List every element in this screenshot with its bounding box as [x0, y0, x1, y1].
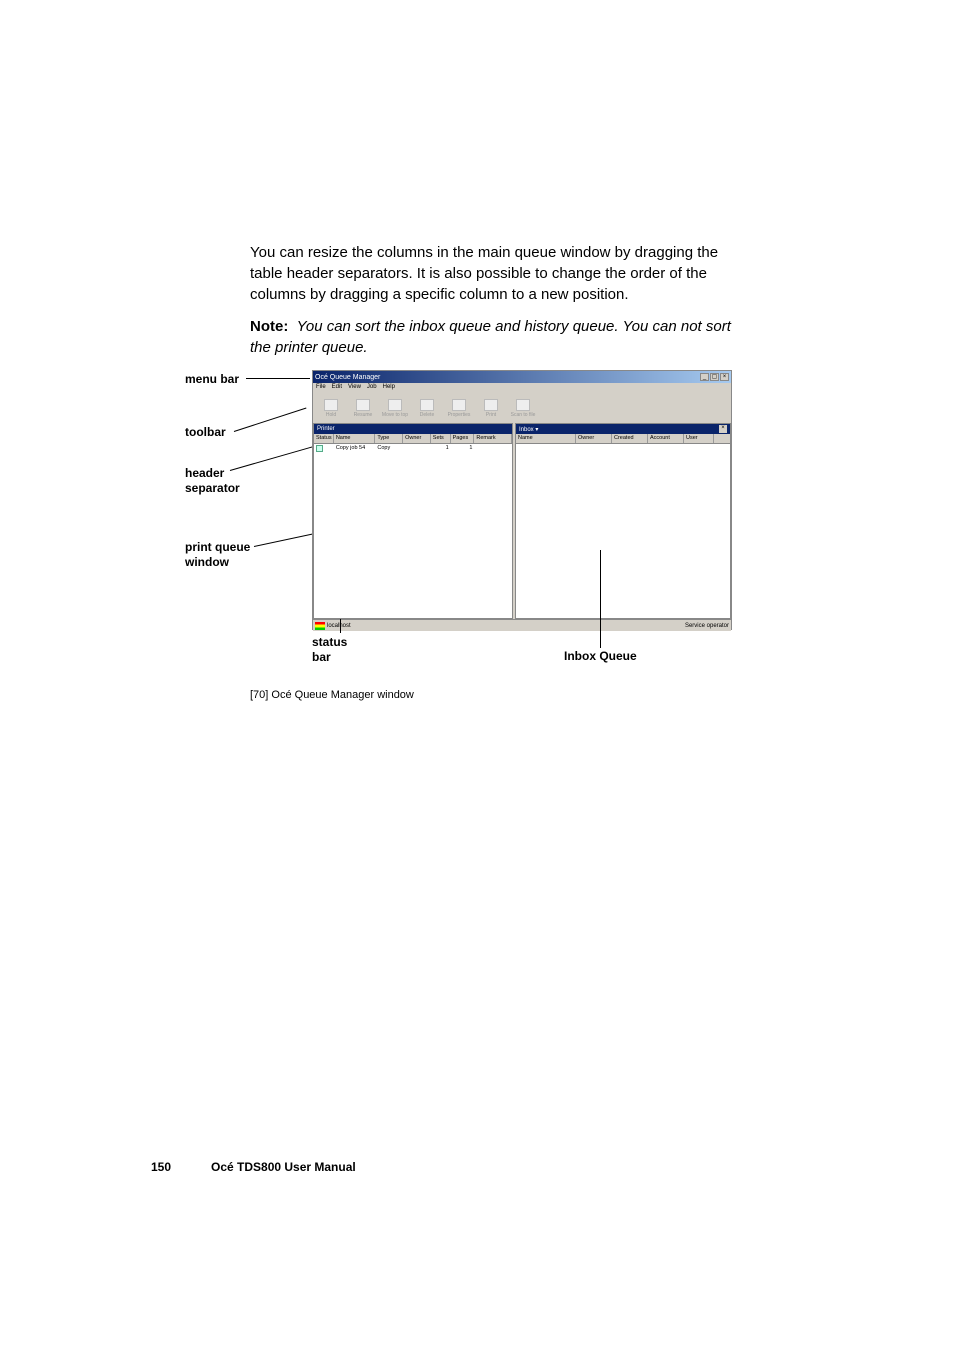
col-created[interactable]: Created: [612, 434, 648, 443]
panes: Printer Status Name Type Owner Sets Page…: [313, 423, 731, 619]
toolbar-print-button[interactable]: Print: [477, 395, 505, 421]
body-paragraph: You can resize the columns in the main q…: [250, 242, 740, 305]
toolbar-label: Properties: [448, 412, 471, 418]
inbox-pane-title: Inbox ▾ ×: [516, 424, 730, 434]
app-window: Océ Queue Manager _ ▢ × File Edit View J…: [312, 370, 732, 630]
col-sets[interactable]: Sets: [431, 434, 451, 443]
status-host: localhost: [327, 623, 351, 629]
resume-icon: [356, 399, 370, 411]
properties-icon: [452, 399, 466, 411]
toolbar-label: Scan to file: [511, 412, 536, 418]
note-text-content: You can sort the inbox queue and history…: [250, 318, 731, 356]
toolbar: Hold Resume Move to top Delete Propertie…: [313, 393, 731, 423]
toolbar-label: Delete: [420, 412, 434, 418]
movetop-icon: [388, 399, 402, 411]
callout-line: [234, 408, 307, 432]
callout-header-sep-l1: header: [185, 466, 224, 480]
footer-title: Océ TDS800 User Manual: [211, 1160, 356, 1174]
status-left: localhost: [315, 622, 351, 630]
close-button[interactable]: ×: [720, 373, 729, 381]
callout-line: [246, 378, 310, 379]
pane-close-button[interactable]: ×: [719, 425, 727, 433]
menu-bar[interactable]: File Edit View Job Help: [313, 383, 731, 393]
printer-column-headers[interactable]: Status Name Type Owner Sets Pages Remark: [314, 434, 512, 444]
cell-status: [314, 444, 334, 454]
app-title: Océ Queue Manager: [315, 374, 380, 381]
callout-inbox-queue: Inbox Queue: [564, 649, 637, 663]
cell-remark: [474, 444, 512, 454]
col-owner[interactable]: Owner: [403, 434, 431, 443]
menu-edit[interactable]: Edit: [332, 384, 342, 392]
job-icon: [316, 445, 323, 452]
page-number: 150: [151, 1160, 171, 1174]
col-type[interactable]: Type: [375, 434, 403, 443]
col-owner[interactable]: Owner: [576, 434, 612, 443]
toolbar-scan-button[interactable]: Scan to file: [509, 395, 537, 421]
page: You can resize the columns in the main q…: [0, 0, 954, 1351]
cell-type: Copy: [375, 444, 403, 454]
callout-line: [600, 550, 601, 648]
col-remark[interactable]: Remark: [474, 434, 512, 443]
printer-queue-body[interactable]: Copy job 54 Copy 1 1: [314, 444, 512, 618]
toolbar-movetop-button[interactable]: Move to top: [381, 395, 409, 421]
callout-line: [340, 619, 341, 633]
callout-toolbar: toolbar: [185, 425, 226, 439]
maximize-button[interactable]: ▢: [710, 373, 719, 381]
inbox-queue-body[interactable]: [516, 444, 730, 618]
menu-help[interactable]: Help: [383, 384, 395, 392]
toolbar-label: Move to top: [382, 412, 408, 418]
callout-status-l2: bar: [312, 650, 331, 664]
col-account[interactable]: Account: [648, 434, 684, 443]
minimize-button[interactable]: _: [700, 373, 709, 381]
toolbar-resume-button[interactable]: Resume: [349, 395, 377, 421]
callout-status-l1: status: [312, 635, 347, 649]
callout-print-queue-l1: print queue: [185, 540, 250, 554]
inbox-pane: Inbox ▾ × Name Owner Created Account Use…: [515, 423, 731, 619]
toolbar-delete-button[interactable]: Delete: [413, 395, 441, 421]
toolbar-label: Print: [486, 412, 496, 418]
callout-print-queue-l2: window: [185, 555, 229, 569]
menu-view[interactable]: View: [348, 384, 361, 392]
cell-owner: [403, 444, 431, 454]
callout-line: [254, 532, 319, 547]
table-row[interactable]: Copy job 54 Copy 1 1: [314, 444, 512, 454]
pane-title-text: Printer: [317, 426, 335, 432]
window-controls: _ ▢ ×: [700, 373, 729, 381]
pane-title-text: Inbox ▾: [519, 426, 538, 433]
col-name[interactable]: Name: [334, 434, 376, 443]
menu-job[interactable]: Job: [367, 384, 377, 392]
toolbar-properties-button[interactable]: Properties: [445, 395, 473, 421]
callout-menu-bar: menu bar: [185, 372, 239, 386]
toolbar-hold-button[interactable]: Hold: [317, 395, 345, 421]
status-icon: [315, 622, 325, 630]
toolbar-label: Resume: [354, 412, 373, 418]
print-icon: [484, 399, 498, 411]
col-user[interactable]: User: [684, 434, 714, 443]
note-label: Note:: [250, 318, 288, 335]
delete-icon: [420, 399, 434, 411]
cell-sets: 1: [431, 444, 451, 454]
status-bar: localhost Service operator: [313, 619, 731, 631]
toolbar-label: Hold: [326, 412, 336, 418]
col-name[interactable]: Name: [516, 434, 576, 443]
status-right: Service operator: [685, 623, 729, 629]
figure-caption: [70] Océ Queue Manager window: [250, 689, 414, 701]
inbox-column-headers[interactable]: Name Owner Created Account User: [516, 434, 730, 444]
printer-pane: Printer Status Name Type Owner Sets Page…: [313, 423, 513, 619]
col-status[interactable]: Status: [314, 434, 334, 443]
hold-icon: [324, 399, 338, 411]
col-pages[interactable]: Pages: [451, 434, 475, 443]
note-block: Note: You can sort the inbox queue and h…: [250, 316, 740, 358]
titlebar: Océ Queue Manager _ ▢ ×: [313, 371, 731, 383]
printer-pane-title: Printer: [314, 424, 512, 434]
cell-name: Copy job 54: [334, 444, 376, 454]
callout-header-sep-l2: separator: [185, 481, 240, 495]
scan-icon: [516, 399, 530, 411]
menu-file[interactable]: File: [316, 384, 326, 392]
cell-pages: 1: [451, 444, 475, 454]
